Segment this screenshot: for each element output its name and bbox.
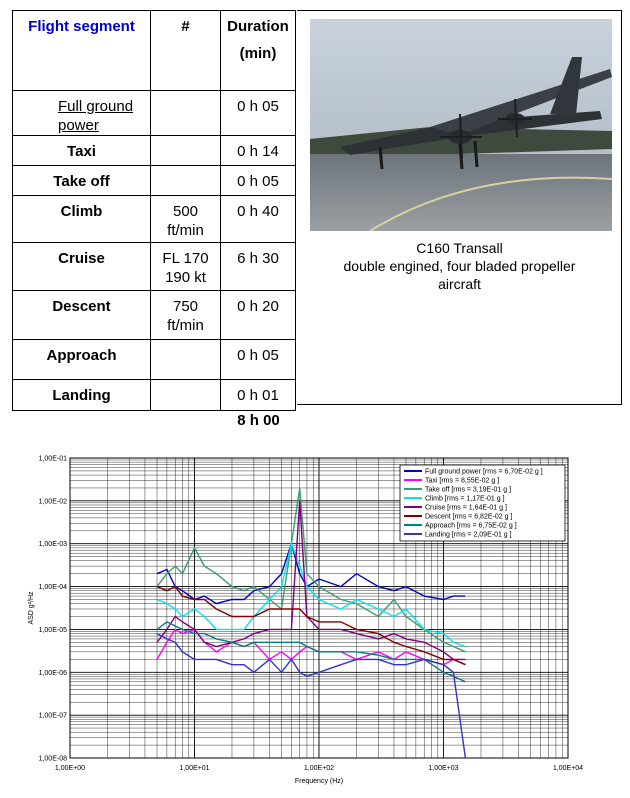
legend-label: Take off [rms = 3,19E-01 g ]: [425, 487, 511, 494]
legend-label: Full ground power [rms = 6,70E-02 g ]: [425, 469, 543, 476]
cell-rate: [150, 135, 221, 166]
y-tick-label: 1,00E-02: [39, 498, 68, 505]
total-duration: 8 h 00: [237, 412, 280, 429]
plot-frame: [69, 457, 569, 759]
cell-rate: FL 170 190 kt: [150, 242, 221, 291]
header-segment: Flight segment: [12, 10, 151, 91]
segment-row: Approach 0 h 05: [12, 339, 296, 380]
legend-box: [399, 464, 566, 542]
caption-line: aircraft: [438, 276, 481, 292]
cell-duration: 0 h 05: [220, 90, 296, 136]
segment-row: Descent 750 ft/min 0 h 20: [12, 290, 296, 340]
cell-segment: Landing: [12, 379, 151, 411]
legend-label: Approach [rms = 6,75E-02 g ]: [425, 523, 517, 530]
header-duration-unit: (min): [239, 45, 277, 62]
cell-segment: Full ground power: [12, 90, 151, 136]
caption-line: double engined, four bladed propeller: [343, 258, 576, 274]
segment-row: Cruise FL 170 190 kt 6 h 30: [12, 242, 296, 291]
cell-duration: 0 h 20: [220, 290, 296, 340]
photo-panel: C160 Transall double engined, four blade…: [297, 10, 622, 405]
asd-chart: Frequency (Hz) ASD g²/Hz 1,00E+00 1,00E+0…: [28, 456, 583, 786]
segment-row: Climb 500 ft/min 0 h 40: [12, 195, 296, 243]
header-rate: #: [150, 10, 221, 91]
y-tick-label: 1,00E-01: [39, 456, 68, 463]
y-tick-label: 1,00E-03: [39, 541, 68, 548]
legend-label: Landing [rms = 2,09E-01 g ]: [425, 532, 512, 539]
y-tick-label: 1,00E-08: [39, 756, 68, 763]
cell-segment: Take off: [12, 165, 151, 196]
cell-duration: 0 h 05: [220, 339, 296, 380]
x-tick-label: 1,00E+00: [55, 765, 85, 772]
cell-segment: Approach: [12, 339, 151, 380]
segment-row: Full ground power 0 h 05: [12, 90, 296, 136]
cell-duration: 0 h 14: [220, 135, 296, 166]
caption-line: C160 Transall: [416, 240, 503, 256]
series-line: [156, 621, 466, 683]
series-line: [156, 632, 467, 759]
cell-segment: Taxi: [12, 135, 151, 166]
cell-duration: 6 h 30: [220, 242, 296, 291]
header-duration-text: Duration: [227, 18, 289, 35]
x-axis-label: Frequency (Hz): [295, 778, 343, 785]
legend-label: Cruise [rms = 1,64E-01 g ]: [425, 505, 507, 512]
x-tick-label: 1,00E+03: [428, 765, 458, 772]
cell-rate: 750 ft/min: [150, 290, 221, 340]
segment-row: Landing 0 h 01: [12, 379, 296, 411]
header-duration: Duration (min): [220, 10, 296, 91]
segment-row: Take off 0 h 05: [12, 165, 296, 196]
y-tick-label: 1,00E-05: [39, 627, 68, 634]
y-tick-label: 1,00E-04: [39, 584, 68, 591]
x-tick-label: 1,00E+01: [179, 765, 209, 772]
cell-rate: [150, 339, 221, 380]
segment-row: Taxi 0 h 14: [12, 135, 296, 166]
legend-label: Descent [rms = 6,82E-02 g ]: [425, 514, 512, 521]
y-tick-label: 1,00E-06: [39, 670, 68, 677]
flight-segment-table: Flight segment # Duration (min) Full grou…: [12, 10, 296, 411]
cell-rate: [150, 90, 221, 136]
cell-rate: 500 ft/min: [150, 195, 221, 243]
series-line: [156, 585, 466, 666]
cell-rate: [150, 165, 221, 196]
cell-rate: [150, 379, 221, 411]
x-tick-label: 1,00E+04: [553, 765, 583, 772]
photo-caption: C160 Transall double engined, four blade…: [297, 239, 622, 293]
y-tick-label: 1,00E-07: [39, 713, 68, 720]
aircraft-photo: [310, 19, 612, 231]
legend-label: Taxi [rms = 8,55E-02 g ]: [425, 478, 499, 485]
series-line: [156, 500, 466, 661]
cell-duration: 0 h 05: [220, 165, 296, 196]
cell-segment: Climb: [12, 195, 151, 243]
series-line: [156, 541, 466, 648]
header-row: Flight segment # Duration (min): [12, 10, 296, 91]
cell-segment: Cruise: [12, 242, 151, 291]
x-tick-label: 1,00E+02: [304, 765, 334, 772]
legend-label: Climb [rms = 1,17E-01 g ]: [425, 496, 505, 503]
cell-segment: Descent: [12, 290, 151, 340]
cell-duration: 0 h 40: [220, 195, 296, 243]
y-axis-label: ASD g²/Hz: [28, 591, 35, 625]
cell-duration: 0 h 01: [220, 379, 296, 411]
